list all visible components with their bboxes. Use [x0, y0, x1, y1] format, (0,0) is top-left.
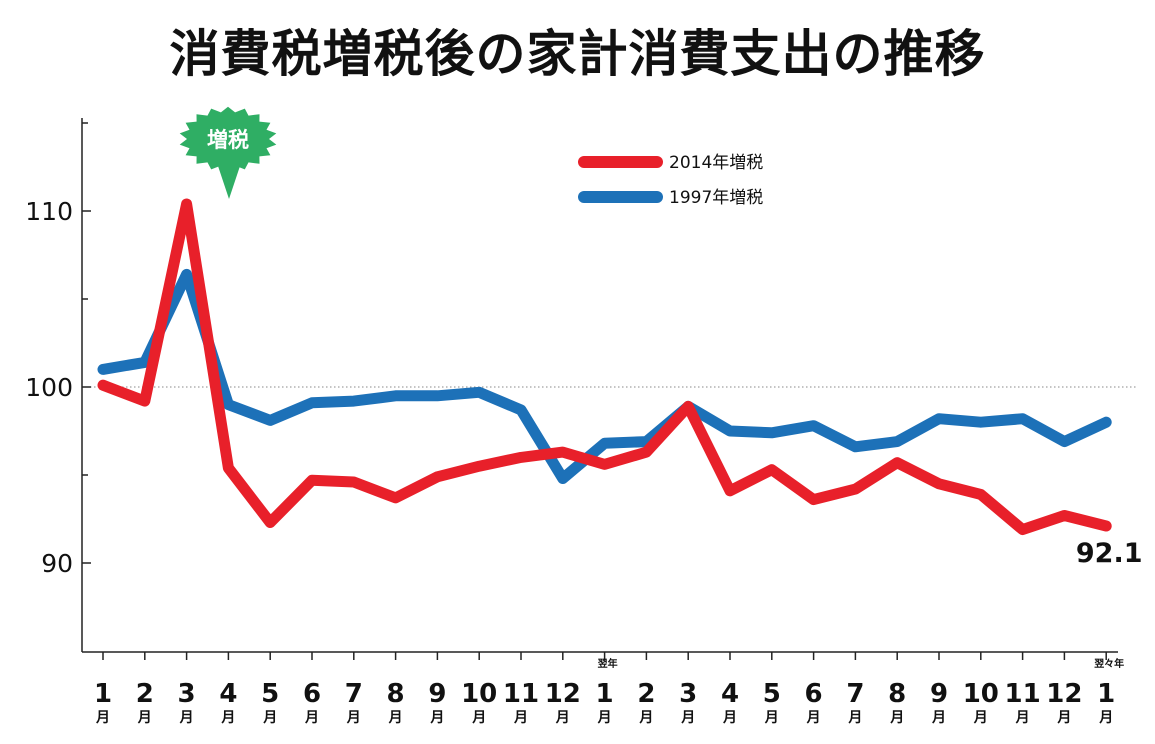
x-tick-unit: 月 [179, 710, 194, 726]
x-tick-unit: 月 [471, 710, 486, 726]
x-tick-unit: 月 [638, 710, 653, 726]
x-tick-label: 9 [930, 679, 948, 709]
x-tick-unit: 月 [95, 710, 110, 726]
x-tick-label: 10 [963, 679, 999, 709]
x-tick-label: 2 [136, 679, 154, 709]
badge-burst-shape [179, 106, 277, 172]
x-tick-unit: 月 [388, 710, 403, 726]
x-tick-label: 5 [261, 679, 279, 709]
badge-pointer [217, 163, 241, 199]
x-tick-label: 3 [679, 679, 697, 709]
series-line-1997 [97, 268, 1112, 484]
y-tick-label: 90 [41, 549, 73, 578]
x-tick-label: 6 [805, 679, 823, 709]
x-tick-unit: 月 [973, 710, 988, 726]
x-tick-unit: 月 [346, 710, 361, 726]
label-layer: 92.1 [1076, 538, 1143, 569]
chart-legend: 2014年増税 1997年増税 [578, 153, 763, 208]
x-tick-label: 4 [219, 679, 237, 709]
x-tick-label: 11 [1005, 679, 1041, 709]
x-year-prefix: 翌年 [598, 657, 618, 670]
tax-hike-badge: 増税 [179, 106, 277, 199]
x-tick-unit: 月 [1098, 710, 1113, 726]
x-tick-unit: 月 [680, 710, 695, 726]
x-tick-unit: 月 [597, 710, 612, 726]
chart-title: 消費税増税後の家計消費支出の推移 [169, 25, 986, 83]
x-tick-unit: 月 [1015, 710, 1030, 726]
x-tick-label: 10 [461, 679, 497, 709]
x-tick-unit: 月 [806, 710, 821, 726]
x-tick-unit: 月 [429, 710, 444, 726]
x-tick-label: 11 [503, 679, 539, 709]
x-tick-unit: 月 [764, 710, 779, 726]
x-tick-label: 7 [345, 679, 363, 709]
x-tick-unit: 月 [304, 710, 319, 726]
x-tick-label: 7 [846, 679, 864, 709]
end-value-label: 92.1 [1076, 538, 1143, 569]
x-tick-label: 12 [545, 679, 581, 709]
x-tick-unit: 月 [1056, 710, 1071, 726]
x-tick-unit: 月 [513, 710, 528, 726]
x-tick-label: 5 [763, 679, 781, 709]
x-tick-label: 1 [94, 679, 112, 709]
x-tick-label: 4 [721, 679, 739, 709]
x-tick-unit: 月 [262, 710, 277, 726]
x-year-prefix: 翌々年 [1094, 657, 1124, 670]
x-tick-unit: 月 [847, 710, 862, 726]
x-tick-unit: 月 [931, 710, 946, 726]
x-tick-label: 6 [303, 679, 321, 709]
series-line-2014 [97, 198, 1112, 536]
x-tick-unit: 月 [722, 710, 737, 726]
legend-label: 2014年増税 [669, 153, 763, 173]
badge-label: 増税 [207, 128, 249, 152]
y-tick-label: 110 [25, 197, 73, 226]
x-tick-label: 8 [387, 679, 405, 709]
series-layer [97, 198, 1112, 536]
x-tick-label: 1 [1097, 679, 1115, 709]
x-tick-label: 8 [888, 679, 906, 709]
x-tick-label: 3 [178, 679, 196, 709]
x-tick-unit: 月 [137, 710, 152, 726]
x-tick-label: 12 [1046, 679, 1082, 709]
axis-layer: 901001101月2月3月4月5月6月7月8月9月10月11月12月1月2月3… [25, 118, 1124, 726]
x-tick-unit: 月 [220, 710, 235, 726]
legend-label: 1997年増税 [669, 188, 763, 208]
x-tick-unit: 月 [555, 710, 570, 726]
y-tick-label: 100 [25, 373, 73, 402]
x-tick-label: 2 [637, 679, 655, 709]
x-tick-label: 1 [596, 679, 614, 709]
x-tick-unit: 月 [889, 710, 904, 726]
x-tick-label: 9 [428, 679, 446, 709]
